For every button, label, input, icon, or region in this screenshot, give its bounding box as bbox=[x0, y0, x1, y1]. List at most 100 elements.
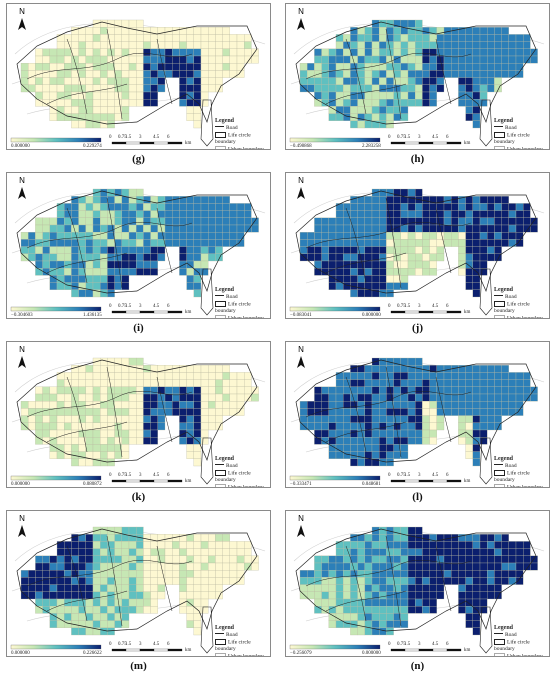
grid-cell bbox=[208, 534, 216, 542]
grid-cell bbox=[35, 386, 43, 395]
scale-label: 0.75 bbox=[397, 473, 406, 478]
grid-cell bbox=[364, 429, 373, 438]
grid-cell bbox=[143, 253, 151, 262]
grid-cell bbox=[479, 598, 488, 607]
grid-cell bbox=[92, 268, 101, 276]
grid-cell bbox=[314, 555, 322, 564]
grid-cell bbox=[479, 27, 488, 35]
grid-cell bbox=[193, 401, 202, 409]
scale-bar-segment bbox=[432, 648, 448, 652]
grid-cell bbox=[415, 401, 423, 409]
grid-cell bbox=[150, 55, 158, 64]
grid-cell bbox=[364, 534, 373, 542]
grid-cell bbox=[179, 606, 187, 614]
grid-cell bbox=[100, 188, 108, 197]
grid-cell bbox=[208, 555, 216, 564]
grid-cell bbox=[465, 429, 473, 438]
grid-cell bbox=[56, 70, 65, 78]
grid-cell bbox=[157, 401, 166, 409]
grid-cell bbox=[78, 393, 86, 402]
grid-cell bbox=[357, 232, 365, 240]
grid-cell bbox=[479, 34, 488, 42]
grid-cell bbox=[364, 84, 373, 93]
grid-cell bbox=[244, 541, 252, 549]
grid-cell bbox=[100, 555, 108, 564]
grid-cell bbox=[42, 224, 50, 233]
grid-cell bbox=[85, 27, 94, 35]
grid-cell bbox=[379, 598, 387, 607]
grid-cell bbox=[357, 70, 365, 78]
grid-cell bbox=[71, 275, 79, 283]
grid-cell bbox=[85, 534, 94, 542]
grid-cell bbox=[186, 584, 194, 592]
grid-cell bbox=[400, 429, 409, 438]
peninsula-boundary bbox=[479, 268, 493, 316]
grid-cell bbox=[415, 393, 423, 402]
grid-cell bbox=[78, 246, 86, 254]
grid-cell bbox=[208, 365, 216, 373]
grid-cell bbox=[508, 386, 517, 395]
grid-cell bbox=[222, 408, 230, 416]
legend: Legend Road Life circle boundary Urban boun… bbox=[215, 625, 270, 656]
scale-bar-segment bbox=[153, 141, 169, 145]
grid-cell bbox=[20, 408, 29, 416]
grid-cell bbox=[515, 63, 524, 71]
legend-urban: Urban boundary bbox=[507, 484, 543, 488]
grid-cell bbox=[364, 217, 373, 226]
grid-cell bbox=[200, 534, 209, 542]
grid-cell bbox=[100, 386, 108, 395]
grid-cell bbox=[85, 70, 94, 78]
grid-cell bbox=[186, 437, 194, 445]
grid-cell bbox=[379, 458, 387, 467]
scale-bar-segment bbox=[418, 141, 434, 145]
color-bar-min: 0.000000 bbox=[11, 144, 30, 149]
grid-cell bbox=[515, 372, 524, 380]
grid-cell bbox=[415, 429, 423, 438]
grid-cell bbox=[487, 27, 495, 35]
grid-cell bbox=[357, 408, 365, 416]
grid-cell bbox=[143, 577, 151, 585]
grid-cell bbox=[415, 34, 423, 42]
scale-label: 0.75 bbox=[118, 473, 127, 478]
grid-cell bbox=[407, 401, 416, 409]
grid-cell bbox=[386, 289, 394, 298]
grid-cell bbox=[193, 239, 202, 247]
grid-cell bbox=[335, 555, 344, 564]
peninsula-boundary bbox=[200, 437, 214, 485]
grid-cell bbox=[515, 577, 524, 585]
grid-cell bbox=[121, 541, 130, 549]
grid-cell bbox=[379, 253, 387, 262]
map-panel: N −0.304603 1.436135 0 0.75 1.5 3 4.5 6 km Legend R… bbox=[6, 172, 271, 319]
grid-cell bbox=[193, 246, 202, 254]
grid-cell bbox=[85, 210, 94, 218]
grid-cell bbox=[415, 224, 423, 233]
grid-cell bbox=[222, 224, 230, 233]
scale-bar-segment bbox=[418, 310, 434, 314]
north-arrow: N bbox=[294, 177, 308, 185]
grid-cell bbox=[71, 91, 79, 100]
peninsula-boundary bbox=[479, 606, 493, 654]
grid-cell bbox=[35, 55, 43, 64]
legend-road: Road bbox=[226, 125, 238, 131]
scale-label: 6 bbox=[446, 473, 449, 478]
grid-cell bbox=[487, 541, 495, 549]
grid-cell bbox=[121, 55, 130, 64]
grid-cell bbox=[92, 620, 101, 628]
grid-cell bbox=[393, 570, 401, 578]
grid-cell bbox=[186, 203, 194, 211]
grid-cell bbox=[472, 577, 481, 585]
grid-cell bbox=[371, 606, 380, 614]
grid-cell bbox=[186, 275, 194, 283]
scale-bar-segment bbox=[446, 141, 462, 145]
grid-cell bbox=[150, 41, 158, 49]
grid-cell bbox=[208, 84, 216, 93]
grid-cell bbox=[251, 562, 259, 571]
grid-cell bbox=[371, 260, 380, 269]
grid-cell bbox=[85, 458, 94, 467]
grid-cell bbox=[179, 246, 187, 254]
grid-cell bbox=[357, 239, 365, 247]
grid-cell bbox=[429, 77, 437, 85]
grid-cell bbox=[100, 606, 108, 614]
legend: Legend Road Life circle boundary Urban boun… bbox=[494, 625, 549, 656]
grid-cell bbox=[121, 620, 130, 628]
